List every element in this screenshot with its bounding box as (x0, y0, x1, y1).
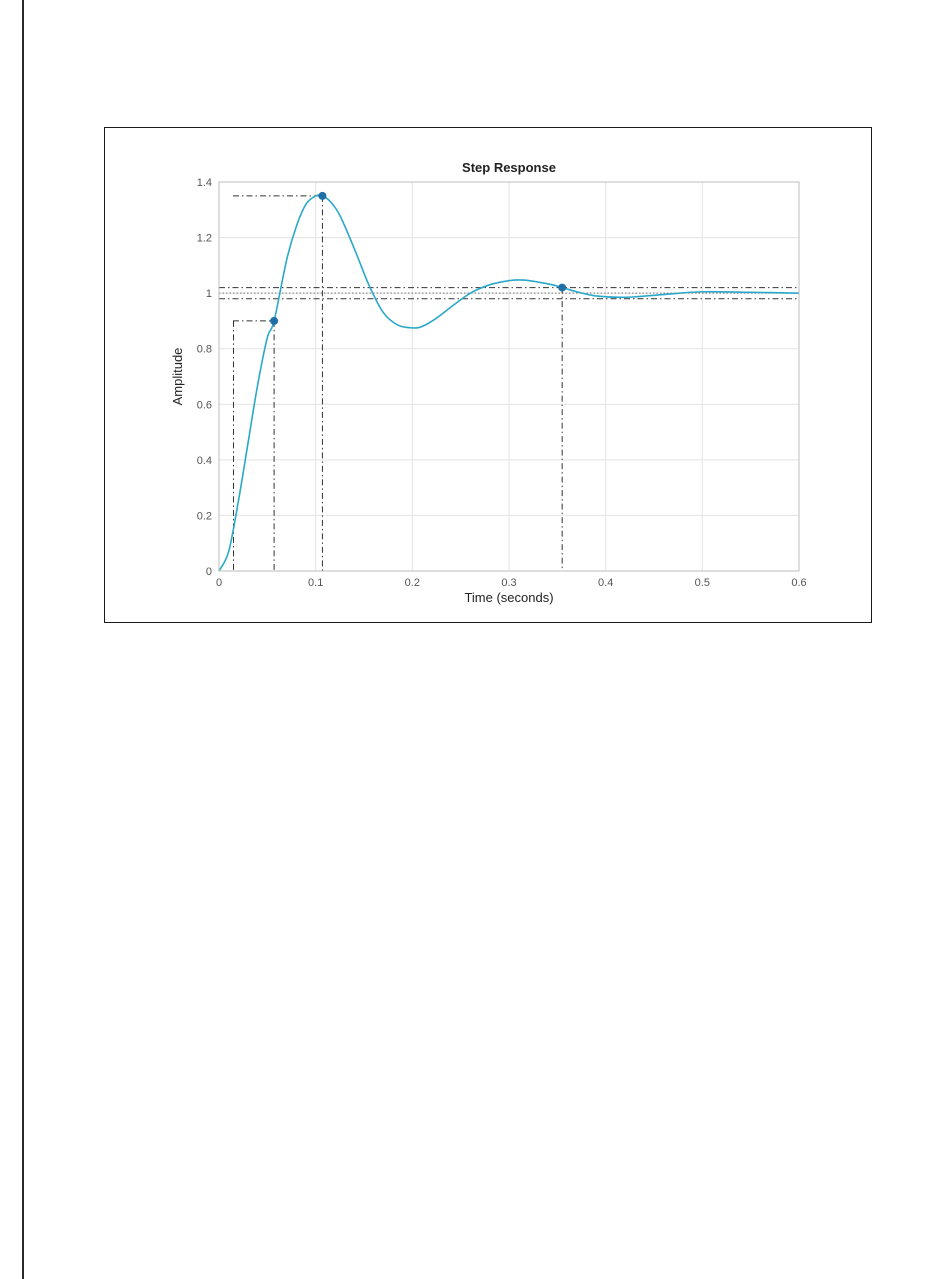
characteristic-marker (318, 191, 327, 200)
axes-box (218, 181, 800, 572)
characteristic-marker (270, 316, 279, 325)
step-response-chart: 0 0.1 0.2 0.3 0.4 0.5 0.6 0 0.2 0.4 0.6 0.8 1 1.2 1.4… (170, 160, 807, 605)
x-tick-label: 0 (216, 577, 222, 589)
page-left-border (22, 0, 24, 1279)
x-tick-labels: 0 0.1 0.2 0.3 0.4 0.5 0.6 (216, 577, 807, 589)
x-tick-label: 0.4 (598, 577, 613, 589)
x-tick-label: 0.3 (501, 577, 516, 589)
grid (218, 181, 800, 572)
x-tick-label: 0.1 (308, 577, 323, 589)
y-tick-label: 0.8 (197, 344, 212, 356)
y-tick-label: 0.4 (197, 455, 212, 467)
y-axis-label: Amplitude (170, 348, 185, 406)
y-tick-label: 0 (206, 566, 212, 578)
y-tick-label: 0.6 (197, 399, 212, 411)
x-tick-label: 0.6 (791, 577, 806, 589)
figure-frame: 0 0.1 0.2 0.3 0.4 0.5 0.6 0 0.2 0.4 0.6 0.8 1 1.2 1.4… (104, 127, 872, 623)
characteristic-markers (270, 191, 567, 325)
characteristic-marker (558, 283, 567, 292)
y-tick-label: 1.2 (197, 233, 212, 245)
y-tick-label: 0.2 (197, 510, 212, 522)
y-tick-labels: 0 0.2 0.4 0.6 0.8 1 1.2 1.4 (197, 177, 212, 578)
chart-title: Step Response (462, 160, 556, 175)
x-tick-label: 0.5 (695, 577, 710, 589)
x-axis-label: Time (seconds) (464, 590, 553, 605)
y-tick-label: 1.4 (197, 177, 212, 189)
x-tick-label: 0.2 (405, 577, 420, 589)
y-tick-label: 1 (206, 288, 212, 300)
